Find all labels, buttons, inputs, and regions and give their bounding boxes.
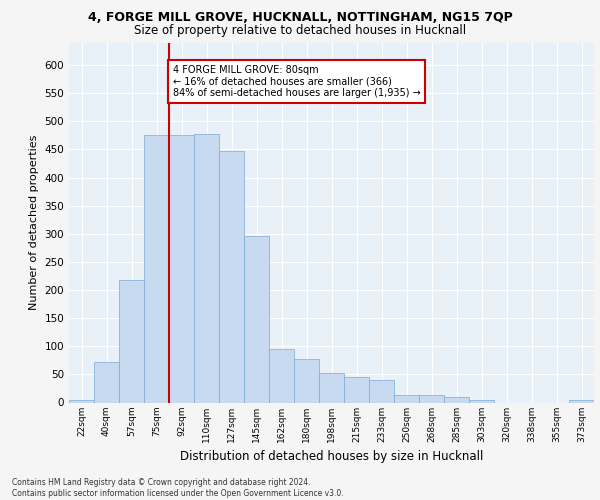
Bar (319, 372, 344, 402)
Bar (419, 395, 444, 402)
Y-axis label: Number of detached properties: Number of detached properties (29, 135, 39, 310)
Bar (444, 397, 469, 402)
Text: 4 FORGE MILL GROVE: 80sqm
← 16% of detached houses are smaller (366)
84% of semi: 4 FORGE MILL GROVE: 80sqm ← 16% of detac… (173, 65, 421, 98)
X-axis label: Distribution of detached houses by size in Hucknall: Distribution of detached houses by size … (180, 450, 483, 463)
Bar (394, 395, 419, 402)
Bar (369, 380, 394, 402)
Bar (244, 236, 269, 402)
Bar (169, 136, 194, 402)
Bar (344, 376, 369, 402)
Bar (219, 150, 244, 402)
Bar (569, 400, 594, 402)
Bar (294, 358, 319, 403)
Bar (94, 362, 119, 403)
Bar (269, 349, 294, 403)
Bar (119, 280, 144, 402)
Bar (469, 400, 494, 402)
Text: Size of property relative to detached houses in Hucknall: Size of property relative to detached ho… (134, 24, 466, 37)
Bar (194, 134, 219, 402)
Bar (69, 400, 94, 402)
Text: 4, FORGE MILL GROVE, HUCKNALL, NOTTINGHAM, NG15 7QP: 4, FORGE MILL GROVE, HUCKNALL, NOTTINGHA… (88, 11, 512, 24)
Text: Contains HM Land Registry data © Crown copyright and database right 2024.
Contai: Contains HM Land Registry data © Crown c… (12, 478, 344, 498)
Bar (144, 136, 169, 402)
